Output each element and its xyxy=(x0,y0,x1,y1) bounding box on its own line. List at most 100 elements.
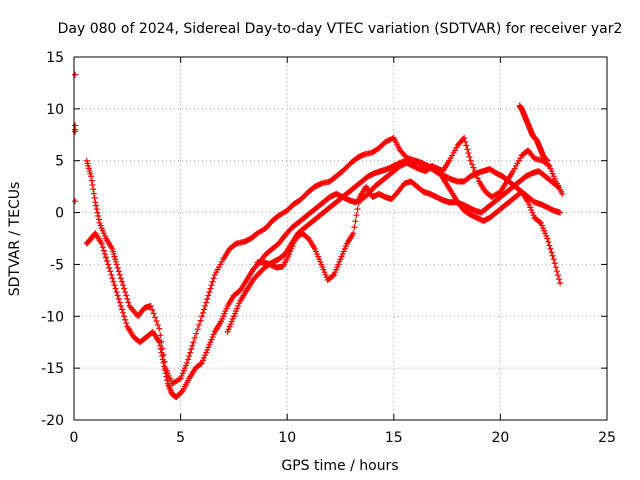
data-point xyxy=(199,309,206,316)
y-tick-label: -15 xyxy=(41,361,64,377)
data-point xyxy=(204,296,211,302)
data-point xyxy=(117,302,124,309)
data-point xyxy=(550,256,557,263)
data-point xyxy=(91,194,98,201)
data-point xyxy=(201,306,208,313)
y-axis-label: SDTVAR / TECUs xyxy=(7,182,23,297)
data-point xyxy=(117,275,124,282)
data-point xyxy=(352,218,359,225)
data-point xyxy=(72,71,79,78)
data-point xyxy=(342,165,349,172)
data-point xyxy=(156,342,163,349)
y-tick-label: 5 xyxy=(55,154,64,170)
data-point xyxy=(186,353,193,360)
data-point xyxy=(554,183,561,190)
data-point xyxy=(299,194,306,201)
data-point xyxy=(190,339,197,346)
data-point xyxy=(461,134,468,141)
data-point xyxy=(345,162,352,169)
ticks: 0 5 10 15 20 25 -20 -15 -10 -5 0 5 10 15 xyxy=(41,50,616,446)
data-point xyxy=(207,285,214,292)
data-point xyxy=(188,346,195,353)
data-point xyxy=(351,224,358,231)
data-point xyxy=(302,191,309,198)
data-point xyxy=(94,209,101,216)
data-point xyxy=(330,272,337,279)
data-point xyxy=(210,275,217,282)
data-point xyxy=(353,212,360,219)
data-point xyxy=(159,356,166,363)
data-point xyxy=(158,349,165,356)
data-point xyxy=(72,198,79,205)
data-point xyxy=(546,242,553,249)
data-point xyxy=(88,177,95,184)
series-track-e xyxy=(516,102,551,164)
data-point xyxy=(72,128,79,135)
data-point xyxy=(197,360,204,367)
data-point xyxy=(159,353,166,360)
data-point xyxy=(118,306,125,313)
data-point xyxy=(104,257,111,264)
data-point xyxy=(88,173,95,180)
x-tick-label: 25 xyxy=(598,430,616,446)
data-point xyxy=(544,157,551,164)
data-point xyxy=(99,244,106,251)
data-point xyxy=(164,377,171,384)
data-point xyxy=(114,292,121,299)
data-point xyxy=(474,175,481,181)
data-point xyxy=(208,282,215,289)
x-tick-label: 0 xyxy=(70,430,79,446)
y-tick-label: -20 xyxy=(41,413,64,429)
data-point xyxy=(301,192,308,199)
data-point xyxy=(112,285,119,292)
y-tick-label: 10 xyxy=(46,102,64,118)
y-tick-label: -5 xyxy=(50,257,64,273)
data-point xyxy=(124,296,131,302)
data-point xyxy=(467,157,474,164)
data-point xyxy=(549,252,556,259)
data-point xyxy=(102,254,109,261)
series-track-a xyxy=(83,134,566,387)
x-tick-label: 10 xyxy=(278,430,296,446)
data-point xyxy=(545,238,552,245)
data-point xyxy=(109,275,116,282)
data-point xyxy=(203,299,210,306)
data-point xyxy=(202,302,209,309)
data-point xyxy=(553,268,560,275)
data-point xyxy=(463,142,470,149)
data-point xyxy=(106,264,113,271)
y-tick-label: -10 xyxy=(41,309,64,325)
data-point xyxy=(116,299,123,306)
data-point xyxy=(123,292,130,299)
data-point xyxy=(95,213,102,220)
data-point xyxy=(120,309,127,316)
plot-frame xyxy=(73,56,608,421)
data-point xyxy=(544,235,551,242)
data-point xyxy=(350,230,357,237)
data-point xyxy=(161,366,168,373)
data-point xyxy=(121,285,128,292)
data-point xyxy=(198,313,205,320)
series-track-c xyxy=(224,157,564,335)
data-point xyxy=(90,186,97,193)
y-tick-label: 0 xyxy=(55,206,64,222)
data-point xyxy=(178,388,185,395)
x-tick-label: 20 xyxy=(491,430,509,446)
data-point xyxy=(93,206,100,213)
data-point xyxy=(156,339,163,346)
data-point xyxy=(536,219,543,226)
x-axis-label: GPS time / hours xyxy=(281,458,398,474)
data-point xyxy=(557,280,564,287)
data-point xyxy=(355,200,362,207)
data-point xyxy=(197,317,204,324)
data-point xyxy=(123,320,130,327)
data-point xyxy=(111,282,118,289)
data-point xyxy=(154,321,161,328)
data-point xyxy=(121,313,128,320)
data-point xyxy=(122,289,129,296)
data-point xyxy=(92,199,99,206)
data-point xyxy=(95,216,102,223)
data-point xyxy=(183,359,190,366)
data-point xyxy=(196,321,203,328)
